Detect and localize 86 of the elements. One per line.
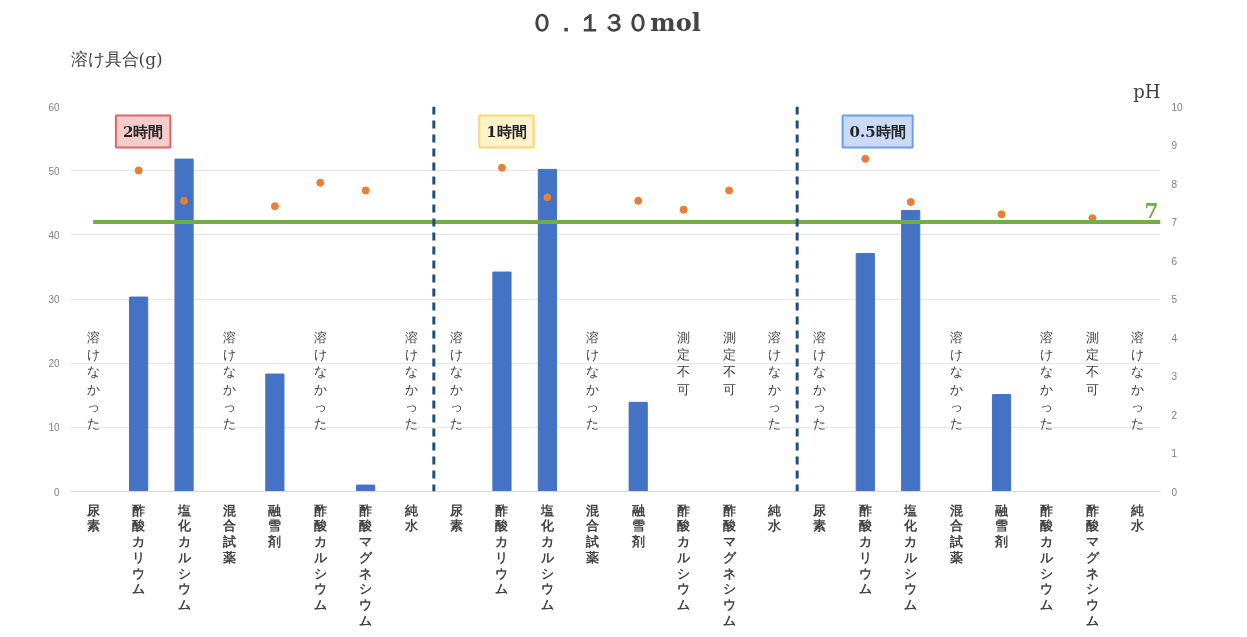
point [634,196,643,205]
x-tick-label: 塩化カルシウム [539,502,555,612]
annotation: 2時間 [122,122,164,141]
x-tick-label: 純水 [403,502,419,534]
bar [174,158,194,492]
text: 測定不可 [722,329,736,397]
x-tick-label: 酢酸カルシウム [1039,502,1055,612]
y-tick-label: 10 [48,422,60,434]
bar [628,401,648,492]
y2-tick-label: 3 [1171,371,1178,382]
text: 溶けなかった [586,329,600,432]
x-tick-label: 混合試薬 [948,502,964,565]
text: 溶けなかった [86,329,100,432]
point [316,178,325,187]
chart-title: ０．１３０mol [530,7,701,37]
bar [855,252,875,492]
x-tick-label: 塩化カルシウム [903,502,919,612]
point [906,197,915,206]
y2-tick-label: 7 [1171,217,1178,228]
x-tick-label: 酢酸マグネシウム [359,502,374,628]
point [725,186,734,195]
y-tick-label: 40 [48,229,60,241]
point [997,210,1006,219]
y2-tick-label: 9 [1171,140,1178,151]
x-tick-label: 酢酸カリウム [132,502,147,597]
y2-tick-label: 8 [1171,178,1178,190]
y-tick-label: 50 [48,165,60,177]
point [180,196,189,205]
x-tick-label: 融雪剤 [994,502,1010,549]
x-tick-label: 酢酸カルシウム [676,502,692,612]
text: 測定不可 [677,329,691,397]
y-tick-label: 20 [48,358,60,370]
text: 測定不可 [1085,329,1099,397]
y2-tick-label: 6 [1171,255,1178,267]
x-tick-label: 混合試薬 [585,502,601,565]
y2-tick-label: 4 [1171,332,1178,344]
x-tick-label: 尿素 [812,502,828,534]
text: 溶けなかった [313,329,327,432]
x-tick-label: 酢酸マグネシウム [1085,502,1100,628]
text: 溶けなかった [813,329,827,432]
bar [991,394,1012,492]
text: 溶けなかった [222,329,236,432]
point [497,163,506,172]
point [543,193,552,202]
bar [537,168,557,492]
y2-tick-label: 2 [1171,409,1178,421]
x-tick-label: 混合試薬 [221,502,237,565]
x-tick-label: 尿素 [449,502,465,534]
y2-tick-label: 5 [1171,294,1178,305]
point [861,154,870,163]
y2-tick-label: 0 [1171,486,1178,498]
x-tick-label: 純水 [1130,502,1146,534]
text: 溶けなかった [404,329,418,432]
text: 溶けなかった [1131,329,1145,432]
bar [901,209,921,492]
y2-tick-label: 10 [1171,101,1184,113]
point [361,186,370,195]
x-tick-label: 酢酸マグネシウム [722,502,737,628]
bar [265,373,285,492]
bar [129,296,149,492]
x-tick-label: 融雪剤 [267,502,283,549]
y-tick-label: 30 [48,294,60,305]
point [134,166,143,175]
y-tick-label: 60 [48,101,60,113]
point [270,202,279,211]
x-tick-label: 酢酸カリウム [858,502,873,597]
x-tick-label: 尿素 [85,502,101,534]
text: 溶けなかった [767,329,781,432]
x-tick-label: 酢酸カリウム [495,502,510,597]
y2-axis-title: pH [1133,80,1161,102]
x-tick-label: 酢酸カルシウム [312,502,328,612]
x-tick-label: 塩化カルシウム [176,502,192,612]
bar [356,484,376,492]
x-tick-label: 純水 [766,502,782,534]
text: 溶けなかった [1040,329,1054,432]
x-tick-label: 融雪剤 [630,502,646,549]
y2-tick-label: 1 [1171,448,1178,459]
y-axis-title: 溶け具合(g) [70,48,163,69]
point [679,205,688,214]
annotation: 1時間 [486,122,527,141]
annotation: 0.5時間 [849,122,906,141]
text: 溶けなかった [450,329,464,432]
bar [492,271,512,492]
y-tick-label: 0 [53,486,60,498]
ref-line-label: 7 [1144,199,1159,223]
text: 溶けなかった [949,329,963,432]
